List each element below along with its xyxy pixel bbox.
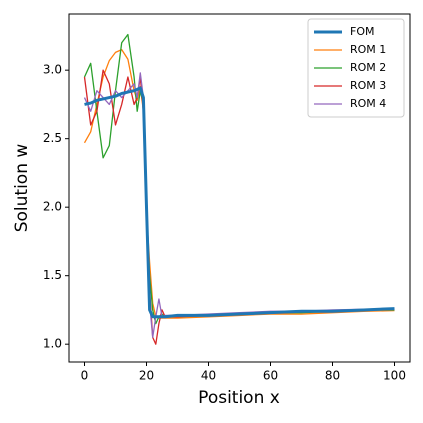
- plot-frame: [68, 13, 411, 363]
- x-tick-label: 20: [139, 369, 154, 383]
- x-tick-label: 100: [383, 369, 406, 383]
- series-line: [84, 86, 395, 319]
- y-tick-label: 2.0: [43, 200, 62, 214]
- y-tick-label: 2.5: [43, 131, 62, 145]
- legend-box: [307, 18, 405, 118]
- x-tick-label: 0: [81, 369, 89, 383]
- y-tick-label: 1.0: [43, 337, 62, 351]
- legend-label: ROM 1: [350, 43, 386, 56]
- x-tick-label: 40: [201, 369, 216, 383]
- legend-label: FOM: [350, 25, 374, 38]
- legend-label: ROM 3: [350, 79, 386, 92]
- y-tick-label: 3.0: [43, 63, 62, 77]
- legend-label: ROM 2: [350, 61, 386, 74]
- y-axis-label: Solution w: [12, 144, 32, 233]
- x-axis-label: Position x: [198, 388, 280, 408]
- x-tick-label: 80: [325, 369, 340, 383]
- legend-label: ROM 4: [350, 97, 386, 110]
- x-tick-label: 60: [263, 369, 278, 383]
- y-tick-label: 1.5: [43, 268, 62, 282]
